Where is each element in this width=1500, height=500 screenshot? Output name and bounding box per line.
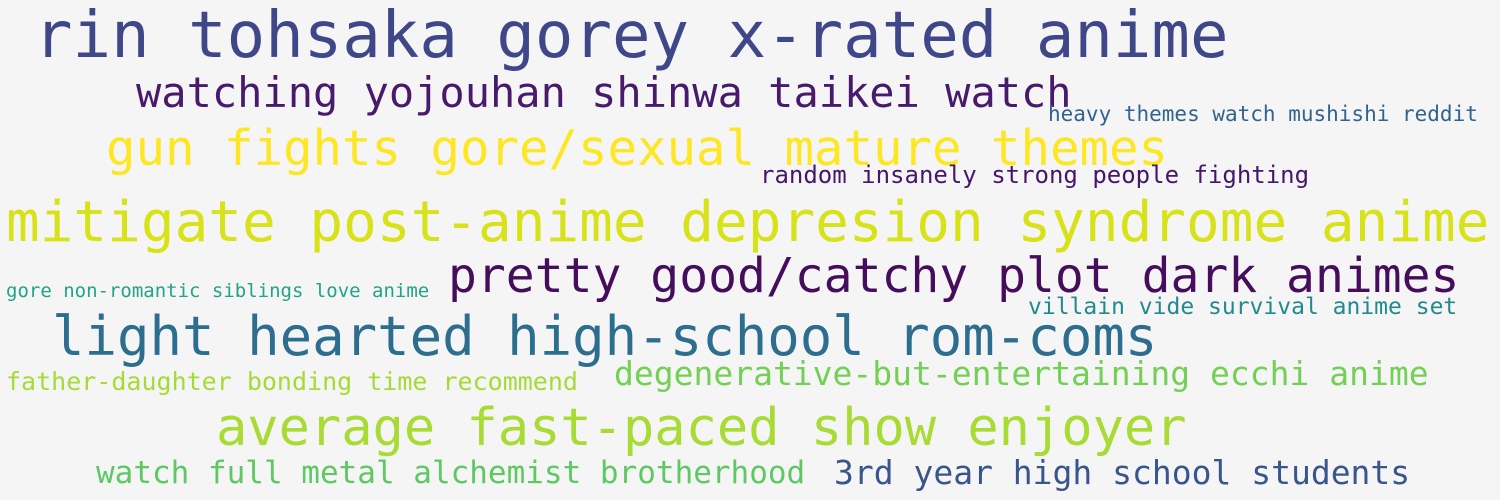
phrase-father-daughter: father-daughter bonding time recommend	[6, 367, 578, 396]
phrase-show-enjoyer: average fast-paced show enjoyer	[216, 398, 1187, 458]
phrase-yojouhan-shinwa-taikei: watching yojouhan shinwa taikei watch	[136, 68, 1072, 117]
phrase-siblings-love: gore non-romantic siblings love anime	[6, 280, 430, 302]
phrase-rom-coms: light hearted high-school rom-coms	[52, 305, 1158, 368]
phrase-dark-animes: pretty good/catchy plot dark animes	[448, 248, 1460, 304]
phrase-rin-tohsaka: rin tohsaka gorey x-rated anime	[34, 0, 1229, 73]
phrase-fullmetal-alchemist: watch full metal alchemist brotherhood	[96, 455, 806, 491]
phrase-mushishi-reddit: heavy themes watch mushishi reddit	[1048, 102, 1478, 126]
phrase-strong-people-fighting: random insanely strong people fighting	[760, 161, 1310, 189]
phrase-ecchi-anime: degenerative-but-entertaining ecchi anim…	[614, 354, 1429, 393]
phrase-high-school-students: 3rd year high school students	[834, 453, 1411, 492]
phrase-post-anime-depression: mitigate post-anime depresion syndrome a…	[6, 190, 1490, 255]
phrase-mature-themes: gun fights gore/sexual mature themes	[106, 120, 1169, 177]
phrase-villain-survival: villain vide survival anime set	[1028, 294, 1458, 320]
